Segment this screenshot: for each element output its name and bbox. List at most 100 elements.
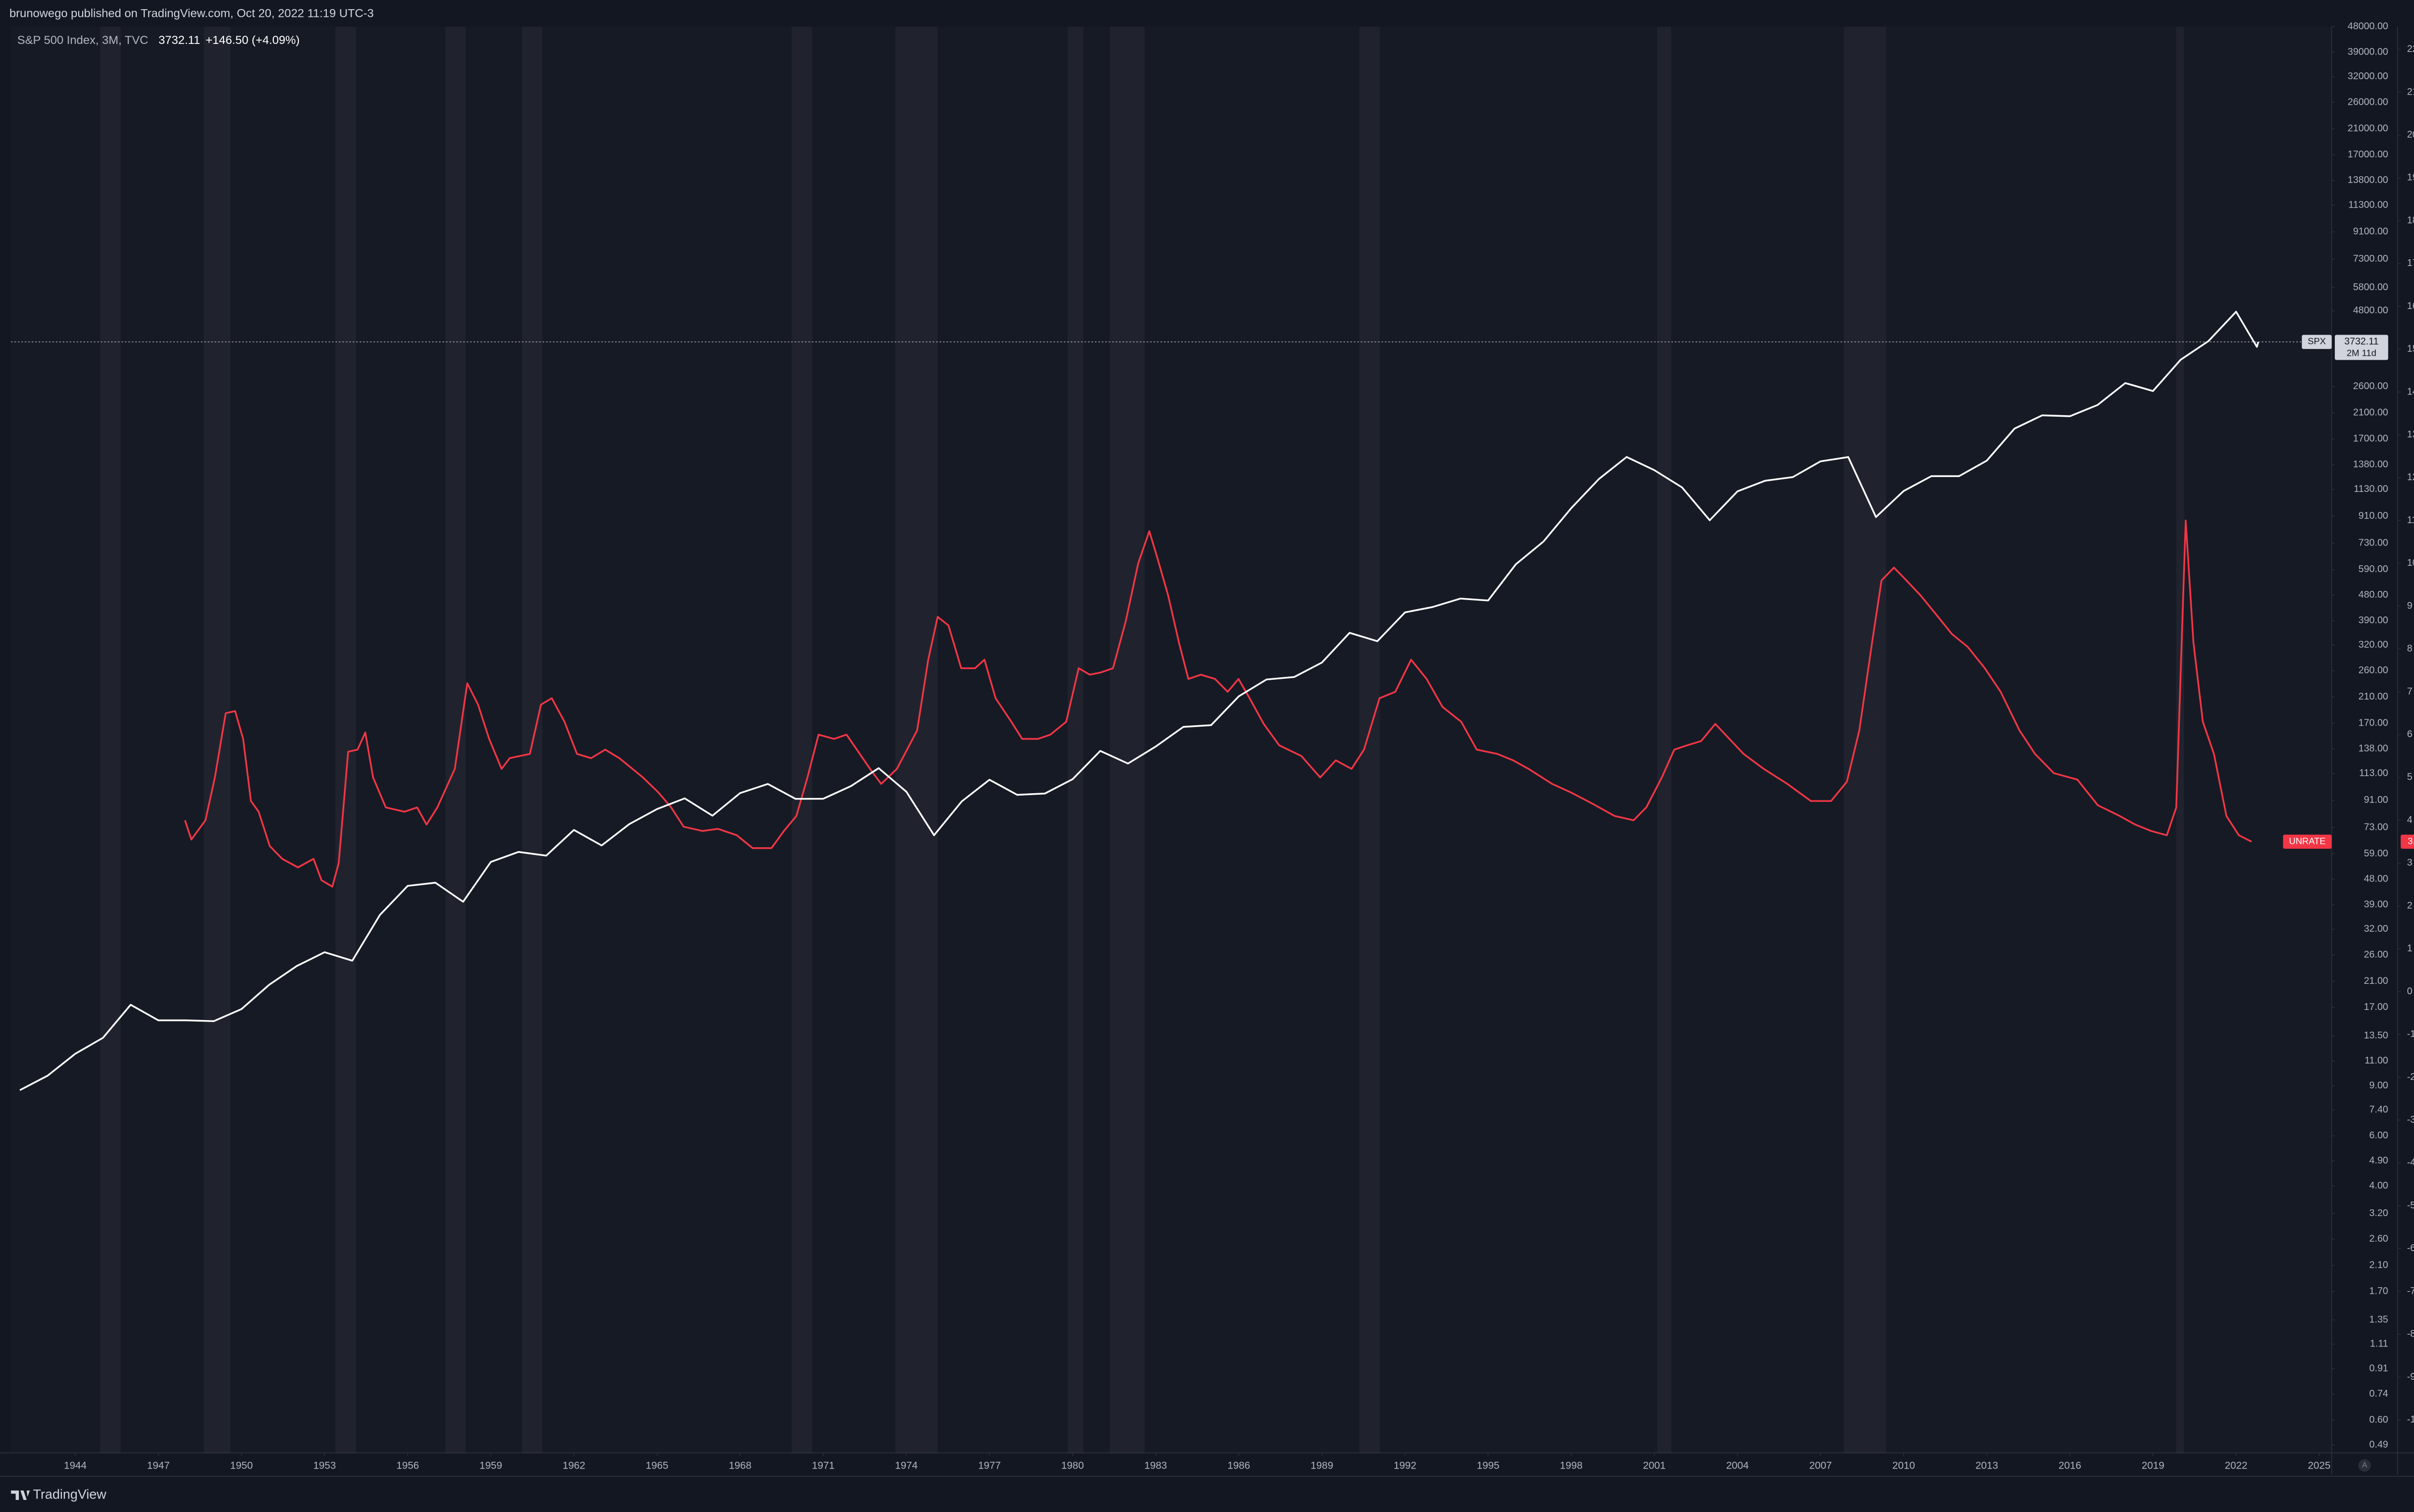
y2-tick-label: 15 (2407, 344, 2414, 354)
recession-band (791, 27, 813, 1453)
y-tick-label: 48000.00 (2348, 21, 2388, 32)
last-value-label: 3.5 (2408, 836, 2414, 846)
x-tick-label: 1959 (479, 1460, 502, 1471)
legend-change: +146.50 (+4.09%) (206, 34, 300, 47)
y-tick-label: 0.60 (2369, 1414, 2388, 1425)
y2-tick-label: -5 (2407, 1200, 2414, 1211)
y2-tick-label: 0 (2407, 986, 2412, 996)
y-tick-label: 113.00 (2359, 768, 2388, 779)
recession-band (1657, 27, 1671, 1453)
series-name-label: UNRATE (2289, 836, 2326, 846)
x-tick-label: 1971 (812, 1460, 835, 1471)
x-tick-label: 1995 (1477, 1460, 1500, 1471)
x-tick-label: 1974 (895, 1460, 918, 1471)
last-value-label: 3732.11 (2344, 336, 2379, 347)
y-tick-label: 320.00 (2358, 640, 2388, 650)
plot-area (11, 27, 2332, 1453)
y-tick-label: 2600.00 (2353, 381, 2388, 392)
y2-tick-label: -7 (2407, 1286, 2414, 1296)
legend-name: S&P 500 Index, 3M, TVC (17, 34, 148, 47)
y-tick-label: 59.00 (2364, 848, 2388, 859)
x-tick-label: 1947 (147, 1460, 170, 1471)
scale-button[interactable] (2358, 1459, 2371, 1472)
recession-band (1844, 27, 1886, 1453)
brand-logo (11, 1490, 30, 1500)
series-line (19, 310, 2260, 1091)
x-tick-label: 2013 (1976, 1460, 1998, 1471)
recession-band (100, 27, 121, 1453)
y-tick-label: 2.60 (2369, 1233, 2388, 1244)
y-tick-label: 3.20 (2369, 1208, 2388, 1218)
y-tick-label: 1130.00 (2354, 484, 2388, 494)
x-tick-label: 2001 (1643, 1460, 1666, 1471)
y2-tick-label: 4 (2407, 814, 2412, 825)
legend-last: 3732.11 (158, 34, 200, 47)
y2-tick-label: 9 (2407, 601, 2412, 611)
x-tick-label: 2016 (2059, 1460, 2081, 1471)
x-tick-label: 2004 (1726, 1460, 1749, 1471)
footer-bar (0, 1476, 2414, 1512)
scale-button-label[interactable]: A (2362, 1461, 2367, 1470)
y-tick-label: 0.49 (2369, 1440, 2388, 1450)
y-tick-label: 39.00 (2364, 899, 2388, 910)
y-tick-label: 1700.00 (2353, 434, 2388, 444)
y-tick-label: 4.00 (2369, 1180, 2388, 1191)
y-tick-label: 11300.00 (2348, 199, 2388, 210)
recession-band (895, 27, 938, 1453)
y-tick-label: 390.00 (2358, 615, 2388, 626)
y-tick-label: 11.00 (2365, 1055, 2388, 1066)
last-value-box (2400, 834, 2414, 849)
y-tick-label: 21.00 (2364, 976, 2388, 986)
y-tick-label: 7300.00 (2353, 253, 2388, 264)
x-tick-label: 1986 (1227, 1460, 1250, 1471)
y2-tick-label: -3 (2407, 1114, 2414, 1125)
series-name-box (2302, 335, 2332, 349)
y2-tick-label: 20 (2407, 129, 2414, 140)
x-tick-label: 2007 (1809, 1460, 1832, 1471)
y-tick-label: 1.70 (2369, 1286, 2388, 1297)
x-tick-label: 2022 (2225, 1460, 2247, 1471)
y-tick-label: 13800.00 (2348, 175, 2388, 185)
y-tick-label: 0.91 (2369, 1363, 2388, 1373)
y2-tick-label: 17 (2407, 258, 2414, 268)
y2-tick-label: 10 (2407, 558, 2414, 568)
x-tick-label: 1998 (1560, 1460, 1583, 1471)
y2-tick-label: 2 (2407, 900, 2412, 911)
y-tick-label: 21000.00 (2348, 123, 2388, 134)
y2-tick-label: -1 (2407, 1029, 2414, 1039)
y-tick-label: 9.00 (2369, 1080, 2388, 1091)
y-tick-label: 26.00 (2364, 949, 2388, 960)
logo-shape (11, 1490, 30, 1500)
y2-tick-label: 6 (2407, 729, 2412, 740)
series-line (184, 519, 2252, 888)
y-tick-label: 73.00 (2364, 822, 2388, 832)
y2-tick-label: 3 (2407, 857, 2412, 868)
y-tick-label: 210.00 (2358, 691, 2388, 702)
y2-tick-label: -8 (2407, 1329, 2414, 1339)
y2-tick-label: -4 (2407, 1157, 2414, 1168)
x-tick-label: 2019 (2142, 1460, 2164, 1471)
last-value-box (2334, 335, 2388, 360)
y-tick-label: 2.10 (2369, 1260, 2388, 1271)
y2-tick-label: 18 (2407, 215, 2414, 225)
x-tick-label: 1965 (646, 1460, 668, 1471)
y-tick-label: 480.00 (2358, 589, 2388, 600)
y-tick-label: 4800.00 (2353, 305, 2388, 316)
y-tick-label: 26000.00 (2348, 97, 2388, 107)
countdown-label: 2M 11d (2347, 348, 2376, 358)
y-tick-label: 39000.00 (2348, 47, 2388, 57)
x-tick-label: 1968 (729, 1460, 752, 1471)
x-tick-label: 1962 (562, 1460, 585, 1471)
y-tick-label: 17000.00 (2348, 149, 2388, 160)
x-tick-label: 1983 (1144, 1460, 1167, 1471)
y2-tick-label: -6 (2407, 1243, 2414, 1254)
y-tick-label: 170.00 (2358, 717, 2388, 728)
y-tick-label: 32000.00 (2348, 71, 2388, 82)
recession-band (204, 27, 231, 1453)
published-text: brunowego published on TradingView.com, … (10, 7, 374, 20)
series-name-label: SPX (2308, 336, 2326, 346)
y-tick-label: 91.00 (2364, 795, 2388, 805)
y-tick-label: 2100.00 (2353, 407, 2388, 418)
x-tick-label: 2025 (2308, 1460, 2330, 1471)
